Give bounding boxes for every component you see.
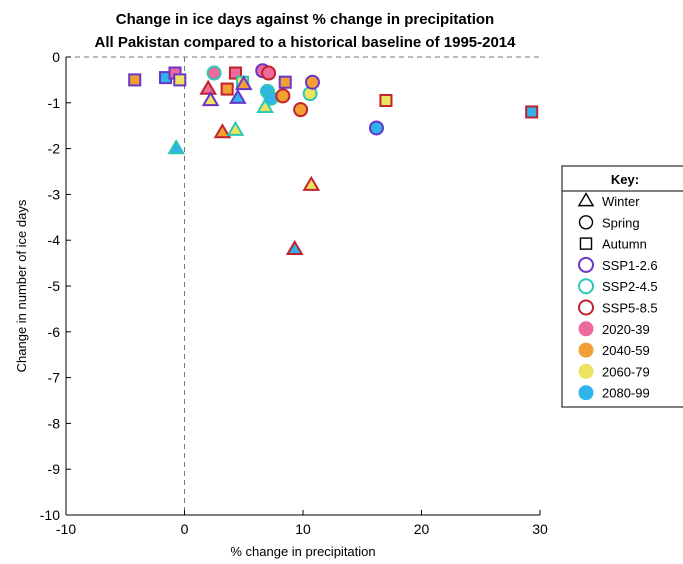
legend-label: SSP1-2.6 (602, 258, 658, 273)
plot-background (66, 57, 540, 515)
data-point-winter (228, 88, 247, 104)
legend-title: Key: (611, 172, 639, 187)
x-tick-label: -10 (56, 521, 76, 537)
data-point-winter (256, 97, 274, 114)
y-tick-label: -1 (48, 95, 61, 111)
legend-marker-circle (578, 215, 594, 230)
chart-title: Change in ice days against % change in p… (116, 11, 494, 28)
plot-area: -10 0 10 20 30 0 -1 -2 -3 -4 -5 -6 -7 -8 -9 -10 (40, 49, 548, 537)
data-point-winter (199, 79, 218, 95)
data-point-winter (213, 123, 232, 139)
y-tick-label: -3 (48, 186, 61, 202)
legend-marker-triangle (577, 192, 595, 207)
legend-marker-scenario (578, 299, 594, 316)
y-tick-label: -5 (48, 278, 61, 294)
legend-label: Spring (602, 215, 640, 230)
x-tick-label: 20 (414, 521, 430, 537)
data-point-autumn (173, 73, 187, 87)
legend-label: Autumn (602, 237, 647, 252)
legend-label: 2080-99 (602, 386, 650, 401)
legend-label: Winter (602, 194, 640, 209)
data-point-winter (226, 120, 245, 136)
legend: Key: Winter Spring Autumn SSP1-2.6 SSP2-4.5 S… (561, 165, 683, 408)
legend-label: 2060-79 (602, 364, 650, 379)
data-point-spring (293, 102, 309, 118)
legend-marker-period (578, 321, 594, 337)
legend-label: SSP2-4.5 (602, 279, 658, 294)
data-point-spring (261, 65, 277, 81)
x-tick-label: 30 (532, 521, 548, 537)
legend-marker-period (578, 342, 594, 358)
data-point-winter (234, 75, 253, 91)
data-point-autumn (220, 82, 234, 96)
y-axis-ticks: 0 -1 -2 -3 -4 -5 -6 -7 -8 -9 -10 (40, 49, 71, 523)
x-axis-ticks: -10 0 10 20 30 (56, 510, 548, 537)
data-point-spring (304, 74, 320, 90)
legend-label: 2040-59 (602, 343, 650, 358)
y-tick-label: -10 (40, 507, 60, 523)
data-point-autumn (525, 105, 539, 119)
legend-marker-square (579, 237, 593, 250)
legend-label: SSP5-8.5 (602, 301, 658, 316)
legend-marker-scenario (578, 256, 594, 273)
x-axis-label: % change in precipitation (230, 544, 375, 559)
data-point-spring (206, 65, 222, 81)
data-point-autumn (278, 75, 292, 89)
y-tick-label: -7 (48, 370, 61, 386)
data-point-autumn (228, 66, 242, 80)
y-tick-label: 0 (52, 49, 60, 65)
x-tick-label: 10 (295, 521, 311, 537)
data-point-spring (263, 90, 279, 106)
y-tick-label: -4 (48, 232, 61, 248)
legend-marker-period (578, 363, 594, 379)
data-point-autumn (379, 93, 393, 108)
data-point-winter (302, 175, 321, 191)
y-tick-label: -8 (48, 415, 61, 431)
data-point-autumn (128, 73, 142, 87)
x-tick-label: 0 (181, 521, 189, 537)
y-axis-label: Change in number of ice days (14, 199, 29, 372)
y-tick-label: -6 (48, 324, 61, 340)
chart-subtitle: All Pakistan compared to a historical ba… (94, 34, 516, 51)
data-point-spring (368, 120, 384, 136)
y-tick-label: -2 (48, 141, 61, 157)
data-point-spring (275, 88, 291, 104)
data-point-winter (201, 91, 220, 107)
data-points (128, 63, 539, 255)
y-tick-label: -9 (48, 461, 61, 477)
legend-items: Winter Spring Autumn SSP1-2.6 SSP2-4.5 SSP5-8… (577, 192, 658, 401)
legend-label: 2020-39 (602, 322, 650, 337)
data-point-winter (167, 139, 186, 155)
data-point-winter (285, 239, 304, 255)
legend-marker-period (578, 385, 594, 401)
legend-marker-scenario (578, 278, 594, 295)
